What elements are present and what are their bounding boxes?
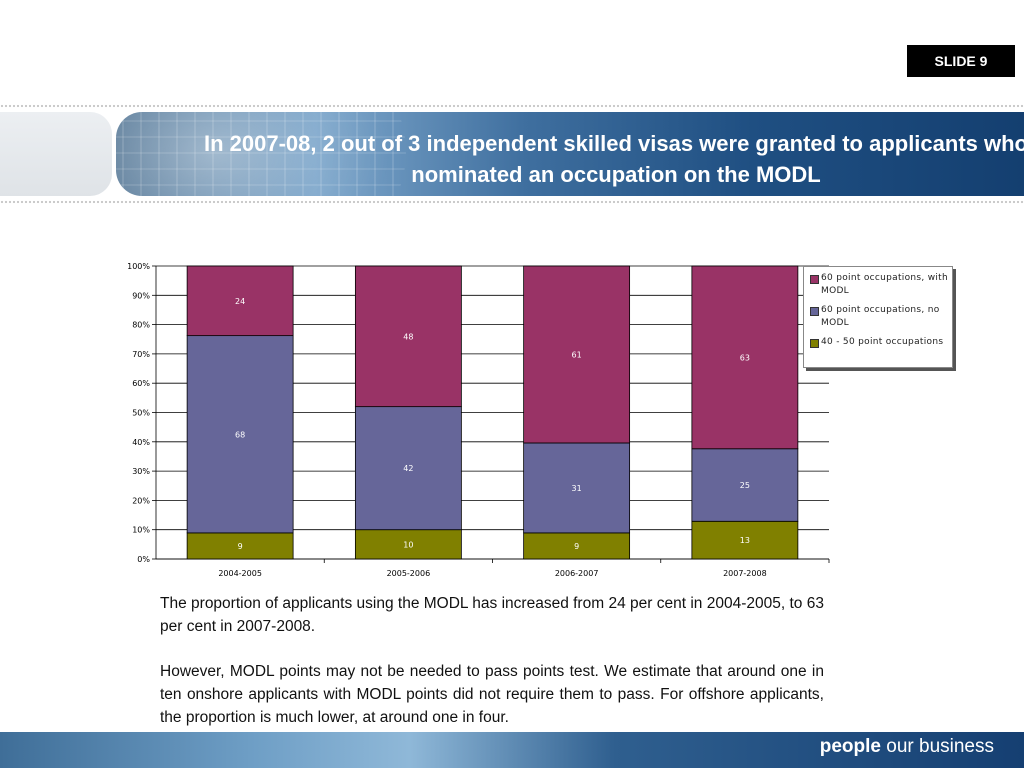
banner-dotted-rule-bottom <box>0 200 1024 204</box>
bar-segment <box>186 335 294 534</box>
bar-segment <box>354 529 462 560</box>
x-tick-label: 2005-2006 <box>387 569 431 578</box>
legend-swatch-no-modl <box>810 307 819 316</box>
footer-brand-bold: people <box>819 736 881 757</box>
x-tick-label: 2004-2005 <box>218 569 262 578</box>
bar-segment <box>523 532 631 560</box>
y-tick-label: 60% <box>132 379 150 388</box>
x-tick-label: 2007-2008 <box>723 569 767 578</box>
y-tick-label: 80% <box>132 321 150 330</box>
data-label: 25 <box>740 481 750 490</box>
bar-segment <box>691 520 799 560</box>
data-label: 68 <box>235 430 245 439</box>
body-paragraph-2: However, MODL points may not be needed t… <box>160 663 824 726</box>
legend-label-with-modl: 60 point occupations, with MODL <box>821 273 949 296</box>
data-label: 42 <box>403 464 413 473</box>
data-label: 10 <box>403 540 413 549</box>
data-label: 13 <box>740 536 750 545</box>
footer-brand-rest: our business <box>880 736 994 757</box>
y-tick-label: 20% <box>132 496 150 505</box>
chart-legend: 60 point occupations, with MODL 60 point… <box>803 266 953 368</box>
y-tick-label: 30% <box>132 467 150 476</box>
legend-label-no-modl: 60 point occupations, no MODL <box>821 305 940 328</box>
legend-item-no-modl: 60 point occupations, no MODL <box>810 304 948 330</box>
data-label: 61 <box>572 350 582 359</box>
slide-number-tag: SLIDE 9 <box>907 45 1015 77</box>
data-label: 31 <box>572 484 582 493</box>
y-tick-label: 10% <box>132 526 150 535</box>
body-paragraph-1: The proportion of applicants using the M… <box>160 595 824 635</box>
slide-body-text: The proportion of applicants using the M… <box>160 592 824 751</box>
y-tick-label: 90% <box>132 291 150 300</box>
legend-item-low-points: 40 - 50 point occupations <box>810 336 948 349</box>
bar-segment <box>186 265 294 337</box>
footer-brand-text: people our business <box>820 736 994 758</box>
bar-segment <box>523 442 631 534</box>
y-tick-label: 100% <box>127 262 150 271</box>
data-label: 9 <box>574 542 579 551</box>
y-tick-label: 50% <box>132 409 150 418</box>
bar-segment <box>354 265 462 408</box>
x-tick-label: 2006-2007 <box>555 569 599 578</box>
bar-segment <box>691 265 799 450</box>
bar-segment <box>523 265 631 444</box>
y-tick-label: 0% <box>137 555 150 564</box>
legend-label-low-points: 40 - 50 point occupations <box>821 337 944 347</box>
y-tick-label: 40% <box>132 438 150 447</box>
bar-segment <box>186 532 294 560</box>
data-label: 24 <box>235 297 245 306</box>
legend-swatch-with-modl <box>810 275 819 284</box>
bar-segment <box>691 448 799 522</box>
banner-dotted-rule-top <box>0 104 1024 108</box>
y-tick-label: 70% <box>132 350 150 359</box>
data-label: 63 <box>740 353 750 362</box>
data-label: 48 <box>403 332 413 341</box>
banner-left-tab <box>0 112 112 196</box>
legend-swatch-low-points <box>810 339 819 348</box>
legend-item-with-modl: 60 point occupations, with MODL <box>810 272 948 298</box>
footer-bar: people our business <box>0 732 1024 768</box>
slide-title: In 2007-08, 2 out of 3 independent skill… <box>204 131 1024 187</box>
data-label: 9 <box>238 542 243 551</box>
bar-segment <box>354 406 462 531</box>
title-banner <box>116 112 1024 196</box>
globe-graphic <box>116 112 406 196</box>
